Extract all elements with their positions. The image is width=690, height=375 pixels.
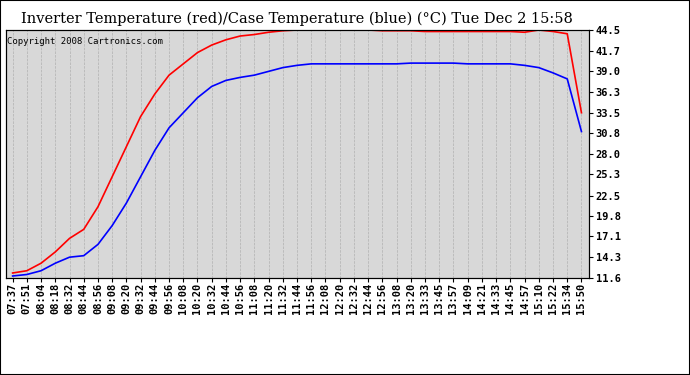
Text: Inverter Temperature (red)/Case Temperature (blue) (°C) Tue Dec 2 15:58: Inverter Temperature (red)/Case Temperat…: [21, 11, 573, 26]
Text: Copyright 2008 Cartronics.com: Copyright 2008 Cartronics.com: [7, 38, 163, 46]
